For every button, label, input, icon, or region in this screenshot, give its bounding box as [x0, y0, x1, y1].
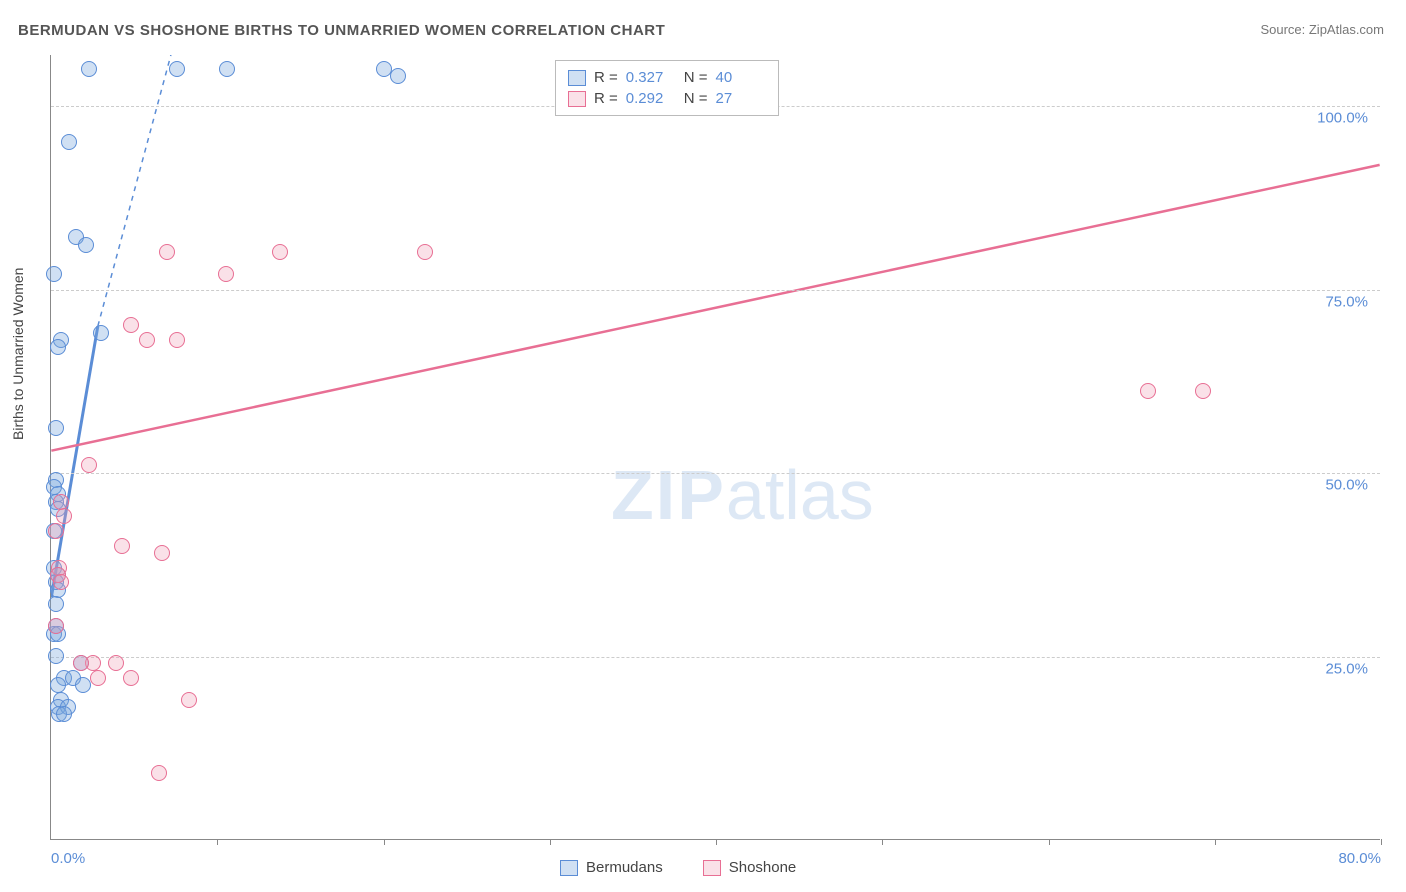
data-point-shoshone: [181, 692, 197, 708]
bottom-legend-item-2: Shoshone: [703, 859, 797, 876]
trend-line-dashed-bermudans: [98, 55, 171, 326]
x-tick: [217, 839, 218, 845]
data-point-bermudans: [376, 61, 392, 77]
x-tick: [716, 839, 717, 845]
grid-line-h: [51, 290, 1380, 291]
data-point-bermudans: [50, 677, 66, 693]
watermark: ZIPatlas: [611, 455, 874, 535]
series2-swatch-bottom: [703, 860, 721, 876]
y-tick-label: 50.0%: [1325, 477, 1368, 494]
chart-title: BERMUDAN VS SHOSHONE BIRTHS TO UNMARRIED…: [18, 22, 665, 39]
x-tick-label: 80.0%: [1338, 850, 1381, 867]
series2-r-value: 0.292: [626, 90, 676, 107]
data-point-bermudans: [48, 648, 64, 664]
data-point-shoshone: [53, 574, 69, 590]
data-point-bermudans: [81, 61, 97, 77]
data-point-shoshone: [169, 332, 185, 348]
data-point-bermudans: [219, 61, 235, 77]
data-point-shoshone: [151, 765, 167, 781]
data-point-shoshone: [123, 317, 139, 333]
plot-area: ZIPatlas 25.0%50.0%75.0%100.0%0.0%80.0%: [50, 55, 1380, 840]
series1-label: Bermudans: [586, 859, 663, 876]
y-tick-label: 25.0%: [1325, 660, 1368, 677]
data-point-shoshone: [159, 244, 175, 260]
data-point-shoshone: [114, 538, 130, 554]
x-tick: [882, 839, 883, 845]
x-tick: [1381, 839, 1382, 845]
n-label: N =: [684, 90, 708, 107]
y-axis-label: Births to Unmarried Women: [10, 268, 26, 440]
data-point-shoshone: [417, 244, 433, 260]
data-point-shoshone: [218, 266, 234, 282]
x-tick: [384, 839, 385, 845]
y-tick-label: 75.0%: [1325, 293, 1368, 310]
data-point-shoshone: [90, 670, 106, 686]
data-point-bermudans: [48, 596, 64, 612]
data-point-shoshone: [154, 545, 170, 561]
data-point-shoshone: [1140, 383, 1156, 399]
series2-swatch: [568, 91, 586, 107]
legend-stats-row-2: R = 0.292 N = 27: [568, 88, 766, 109]
x-tick: [1215, 839, 1216, 845]
series1-swatch: [568, 70, 586, 86]
data-point-shoshone: [48, 618, 64, 634]
source-label: Source:: [1260, 22, 1308, 37]
source-name: ZipAtlas.com: [1309, 22, 1384, 37]
grid-line-h: [51, 473, 1380, 474]
x-tick: [550, 839, 551, 845]
data-point-shoshone: [73, 655, 89, 671]
data-point-shoshone: [139, 332, 155, 348]
grid-line-h: [51, 657, 1380, 658]
source-attribution: Source: ZipAtlas.com: [1260, 22, 1384, 37]
data-point-shoshone: [53, 494, 69, 510]
trend-lines-svg: [51, 55, 1380, 839]
data-point-bermudans: [169, 61, 185, 77]
data-point-bermudans: [78, 237, 94, 253]
series2-n-value: 27: [716, 90, 766, 107]
data-point-bermudans: [75, 677, 91, 693]
trend-line-shoshone: [51, 165, 1379, 451]
legend-stats-box: R = 0.327 N = 40 R = 0.292 N = 27: [555, 60, 779, 116]
data-point-bermudans: [390, 68, 406, 84]
series2-label: Shoshone: [729, 859, 797, 876]
data-point-bermudans: [48, 420, 64, 436]
series1-r-value: 0.327: [626, 69, 676, 86]
data-point-shoshone: [123, 670, 139, 686]
data-point-shoshone: [56, 508, 72, 524]
data-point-shoshone: [1195, 383, 1211, 399]
series1-n-value: 40: [716, 69, 766, 86]
bottom-legend-item-1: Bermudans: [560, 859, 663, 876]
data-point-bermudans: [50, 339, 66, 355]
y-tick-label: 100.0%: [1317, 110, 1368, 127]
x-tick-label: 0.0%: [51, 850, 85, 867]
data-point-bermudans: [46, 266, 62, 282]
n-label: N =: [684, 69, 708, 86]
data-point-shoshone: [108, 655, 124, 671]
x-tick: [1049, 839, 1050, 845]
data-point-shoshone: [81, 457, 97, 473]
data-point-bermudans: [61, 134, 77, 150]
r-label: R =: [594, 90, 618, 107]
series1-swatch-bottom: [560, 860, 578, 876]
watermark-atlas: atlas: [726, 456, 874, 534]
data-point-bermudans: [56, 706, 72, 722]
watermark-zip: ZIP: [611, 456, 726, 534]
r-label: R =: [594, 69, 618, 86]
bottom-legend: Bermudans Shoshone: [560, 859, 796, 876]
data-point-shoshone: [48, 523, 64, 539]
data-point-shoshone: [272, 244, 288, 260]
legend-stats-row-1: R = 0.327 N = 40: [568, 67, 766, 88]
data-point-bermudans: [93, 325, 109, 341]
